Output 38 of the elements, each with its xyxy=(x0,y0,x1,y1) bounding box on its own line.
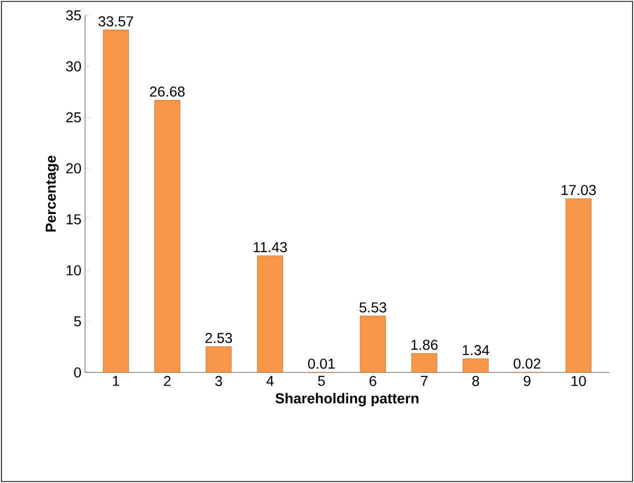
bar xyxy=(566,198,592,373)
x-tick-label: 3 xyxy=(215,376,222,386)
bar xyxy=(462,358,489,373)
y-tick-label: 5 xyxy=(74,316,81,326)
y-tick-label: 0 xyxy=(74,367,81,378)
bar xyxy=(360,316,386,373)
y-axis-title: Percentage xyxy=(46,156,59,232)
x-tick-label: 8 xyxy=(472,376,480,386)
bar xyxy=(206,346,232,373)
bar xyxy=(102,30,129,373)
y-tick-label: 30 xyxy=(66,61,81,72)
data-label: 26.68 xyxy=(150,86,185,97)
data-label: 0.01 xyxy=(308,358,335,369)
bar xyxy=(154,100,180,373)
x-tick-label: 4 xyxy=(266,376,274,386)
data-label: 1.34 xyxy=(462,345,490,356)
x-tick-label: 7 xyxy=(421,376,428,386)
data-label: 1.86 xyxy=(411,340,438,350)
x-tick-label: 2 xyxy=(164,376,171,386)
bar xyxy=(257,256,284,373)
data-label: 17.03 xyxy=(562,185,596,196)
data-label: 33.57 xyxy=(98,16,134,26)
x-tick-label: 10 xyxy=(572,376,586,386)
data-label: 0.02 xyxy=(514,358,540,369)
y-tick-label: 25 xyxy=(66,112,81,122)
y-tick-label: 10 xyxy=(66,265,81,276)
x-axis-title: Shareholding pattern xyxy=(275,392,418,406)
data-label: 11.43 xyxy=(254,242,287,252)
x-tick-label: 5 xyxy=(318,376,325,386)
x-tick-label: 9 xyxy=(524,376,530,386)
y-tick-label: 35 xyxy=(66,10,81,20)
x-tick-label: 6 xyxy=(370,376,376,386)
y-tick-label: 20 xyxy=(66,163,81,174)
data-label: 2.53 xyxy=(205,332,232,344)
x-tick-label: 1 xyxy=(112,376,120,386)
bar xyxy=(411,353,438,373)
y-tick-label: 15 xyxy=(66,214,81,224)
data-label: 5.53 xyxy=(360,302,386,312)
